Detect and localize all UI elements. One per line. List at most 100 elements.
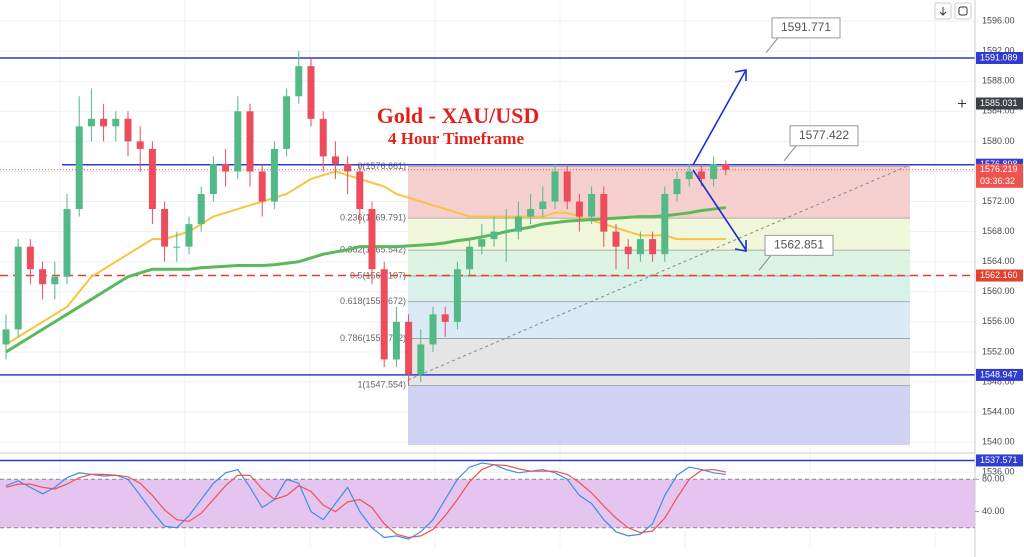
candle-body: [63, 209, 71, 277]
candle-body: [185, 224, 193, 247]
callout-label: 1591.771: [781, 20, 831, 34]
y-tick-label: 1584.00: [982, 106, 1015, 116]
candle-body: [441, 314, 449, 322]
candle-body: [51, 276, 59, 285]
reset-icon: [958, 6, 968, 16]
candle-body: [673, 178, 681, 195]
candle-body: [173, 246, 181, 248]
reset-button[interactable]: [954, 2, 972, 20]
candle-body: [636, 239, 644, 255]
candle-body: [161, 209, 169, 247]
candle-body: [453, 269, 461, 322]
candle-body: [649, 239, 657, 255]
y-tick-label: 1552.00: [982, 346, 1015, 356]
candle-body: [222, 163, 230, 172]
cursor-tag: [976, 97, 1023, 110]
candle-body: [563, 171, 571, 202]
fib-band: [408, 385, 910, 445]
level-tag: [976, 454, 1023, 467]
candle-body: [356, 171, 364, 210]
y-tick-label: 1596.00: [982, 15, 1015, 25]
fib-label: 1(1547.554): [357, 380, 406, 390]
candle-body: [197, 194, 205, 225]
callout-leader: [758, 255, 772, 271]
candle-body: [575, 201, 583, 217]
level-tag-label: 1562.160: [980, 270, 1018, 280]
level-tag-label: 1537.571: [980, 455, 1018, 465]
arrow-down-head: [734, 240, 747, 252]
callout-box: [789, 125, 859, 147]
callout-label: 1577.422: [799, 128, 849, 142]
osc-tick-label: 40.00: [982, 506, 1005, 516]
candle-body: [624, 246, 632, 255]
candle-body: [75, 126, 83, 210]
stochastic-line: [5, 462, 726, 540]
candle-body: [319, 118, 327, 157]
candle-body: [344, 163, 352, 172]
callout-label: 1562.851: [774, 238, 824, 252]
candle-body: [26, 246, 34, 270]
chart-subtitle: 4 Hour Timeframe: [388, 129, 524, 148]
osc-tick-label: 80.00: [982, 474, 1005, 484]
candle-body: [87, 118, 95, 127]
candle-body: [368, 209, 376, 270]
y-tick-label: 1580.00: [982, 136, 1015, 146]
candle-body: [380, 269, 388, 360]
y-tick-label: 1560.00: [982, 286, 1015, 296]
stochastic-line: [5, 464, 726, 539]
candle-body: [270, 148, 278, 202]
arrow-down: [692, 169, 747, 251]
toolbar[interactable]: [934, 2, 972, 20]
candle-body: [466, 246, 474, 270]
candle-body: [551, 171, 559, 202]
current-tag-label: 1576.219: [980, 164, 1018, 174]
fib-label: 0(1576.661): [357, 161, 406, 171]
y-tick-label: 1572.00: [982, 196, 1015, 206]
fib-label: 0.618(1558.672): [340, 296, 406, 306]
candle-body: [722, 163, 730, 170]
candle-body: [588, 194, 596, 217]
candle-body: [697, 171, 705, 179]
y-tick-label: 1568.00: [982, 226, 1015, 236]
candle-body: [39, 269, 47, 285]
candle-body: [417, 344, 425, 375]
candle-body: [514, 216, 522, 232]
fib-band: [408, 275, 910, 302]
candle-body: [258, 171, 266, 202]
candle-body: [331, 156, 339, 164]
cursor-plus: [958, 99, 966, 108]
down-icon: [939, 7, 947, 16]
arrows: [692, 69, 747, 252]
trend-line: [407, 164, 911, 381]
arrow-up: [692, 69, 747, 166]
candle-body: [283, 96, 291, 149]
callout-box: [764, 234, 834, 256]
y-tick-label: 1556.00: [982, 316, 1015, 326]
candle-body: [124, 118, 132, 142]
fib-band: [408, 338, 910, 386]
candle-body: [685, 171, 693, 179]
fib-band: [408, 166, 910, 219]
chart-title: Gold - XAU/USD: [377, 103, 540, 128]
y-tick-label: 1564.00: [982, 256, 1015, 266]
candle-body: [100, 118, 108, 127]
candle-body: [112, 118, 120, 127]
candle-body: [502, 231, 510, 233]
callout-box: [771, 17, 841, 39]
fib-band: [408, 301, 910, 339]
y-tick-label: 1536.00: [982, 467, 1015, 477]
level-tag-label: 1591.089: [980, 52, 1018, 62]
candle-body: [661, 194, 669, 255]
candle-body: [405, 321, 413, 375]
y-tick-label: 1540.00: [982, 437, 1015, 447]
callout-leader: [783, 145, 797, 162]
level-tag: [976, 368, 1023, 381]
candle-body: [148, 148, 156, 210]
candle-body: [2, 329, 10, 345]
candle-body: [234, 111, 242, 172]
y-tick-label: 1592.00: [982, 46, 1015, 56]
candle-body: [246, 111, 254, 172]
level-tag: [976, 269, 1023, 282]
candle-body: [209, 163, 217, 195]
